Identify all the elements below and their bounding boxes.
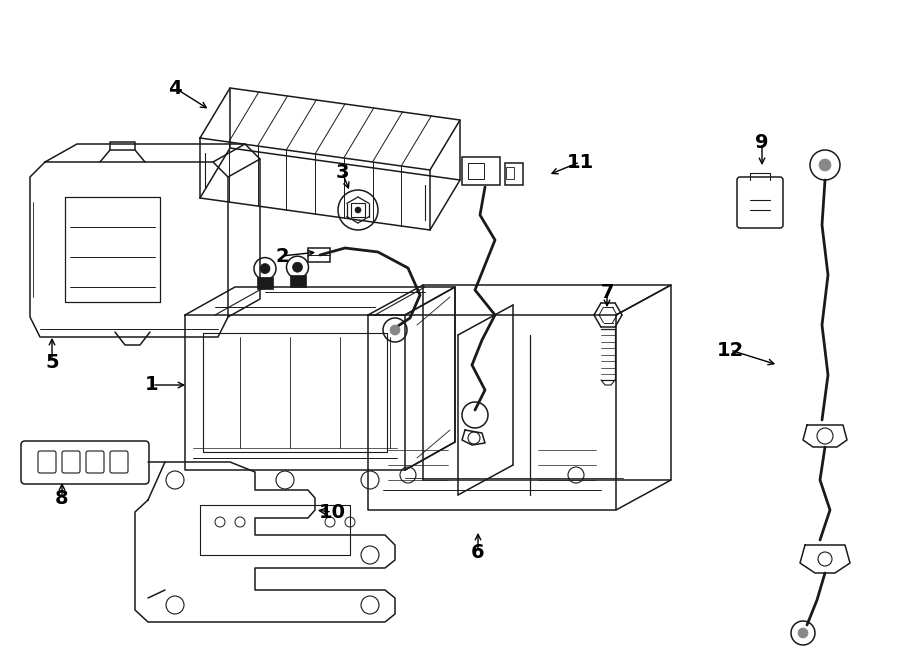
Circle shape <box>390 325 400 335</box>
Bar <box>506 167 514 179</box>
Bar <box>308 248 330 262</box>
Text: 2: 2 <box>275 247 289 266</box>
Bar <box>505 163 523 185</box>
Circle shape <box>292 262 302 272</box>
Text: 3: 3 <box>335 163 349 182</box>
Text: 1: 1 <box>145 375 158 395</box>
Text: 7: 7 <box>600 282 614 301</box>
Bar <box>257 276 273 289</box>
Text: 8: 8 <box>55 488 68 508</box>
Text: 6: 6 <box>472 543 485 561</box>
Text: 9: 9 <box>755 134 769 153</box>
Bar <box>468 163 484 179</box>
Text: 12: 12 <box>716 340 743 360</box>
Circle shape <box>819 159 831 171</box>
Circle shape <box>798 628 808 638</box>
Circle shape <box>355 207 361 213</box>
Circle shape <box>260 264 270 274</box>
Text: 4: 4 <box>168 79 182 98</box>
Bar <box>351 203 365 217</box>
Bar <box>462 157 500 185</box>
Text: 11: 11 <box>566 153 594 171</box>
Bar <box>290 275 305 287</box>
Text: 5: 5 <box>45 352 58 371</box>
Text: 10: 10 <box>319 502 346 522</box>
